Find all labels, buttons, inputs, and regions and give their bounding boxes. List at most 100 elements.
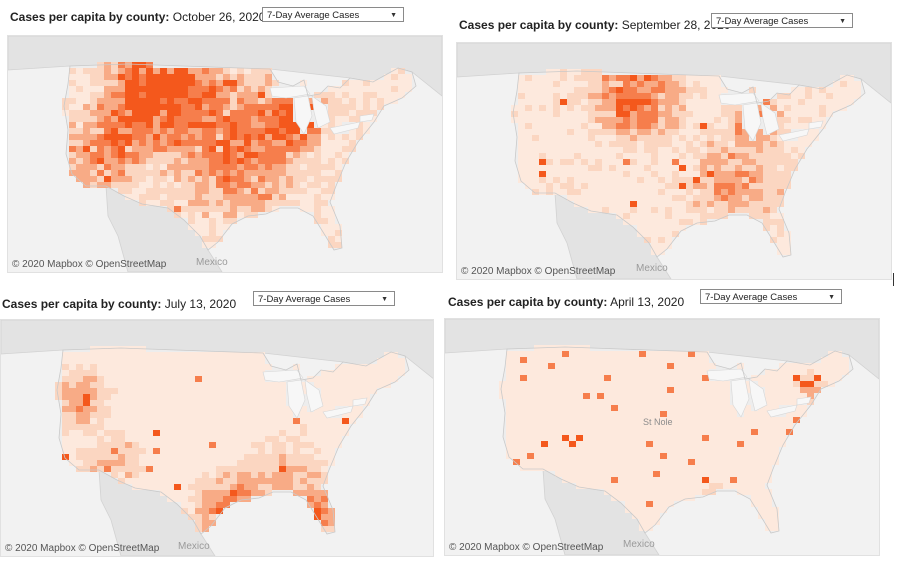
county-cell — [69, 358, 76, 364]
county-cell — [665, 123, 672, 129]
county-cell — [651, 123, 658, 129]
county-cell — [237, 206, 244, 212]
choropleth-map[interactable]: Mexico St Nole © 2020 Mapbox © OpenStree… — [444, 318, 880, 556]
county-cell — [209, 104, 216, 110]
county-cell — [265, 68, 272, 74]
county-cell — [237, 176, 244, 182]
great-lake — [311, 95, 331, 129]
us-county-map[interactable] — [1, 320, 433, 556]
county-cell — [83, 152, 90, 158]
county-cell — [132, 430, 139, 436]
county-cell — [597, 399, 604, 405]
county-cell — [574, 93, 581, 99]
county-cell — [132, 466, 139, 472]
county-cell — [581, 81, 588, 87]
county-cell — [356, 86, 363, 92]
county-cell — [237, 490, 244, 496]
county-cell — [174, 200, 181, 206]
map-attribution[interactable]: © 2020 Mapbox © OpenStreetMap — [461, 266, 616, 277]
county-cell — [90, 146, 97, 152]
measure-dropdown[interactable]: 7-Day Average Cases ▼ — [711, 13, 853, 28]
county-cell — [728, 129, 735, 135]
county-cell — [667, 405, 674, 411]
county-cell — [618, 471, 625, 477]
county-cell — [328, 436, 335, 442]
county-cell — [679, 189, 686, 195]
county-cell — [125, 98, 132, 104]
county-cell — [83, 436, 90, 442]
county-cell — [702, 369, 709, 375]
county-cell — [625, 429, 632, 435]
county-cell — [772, 417, 779, 423]
county-cell — [300, 454, 307, 460]
county-cell — [532, 123, 539, 129]
county-cell — [576, 345, 583, 351]
county-cell — [181, 418, 188, 424]
county-cell — [765, 435, 772, 441]
county-cell — [616, 177, 623, 183]
us-county-map[interactable] — [8, 36, 442, 272]
county-cell — [321, 436, 328, 442]
map-attribution[interactable]: © 2020 Mapbox © OpenStreetMap — [449, 542, 604, 553]
county-cell — [90, 370, 97, 376]
county-cell — [167, 394, 174, 400]
map-attribution[interactable]: © 2020 Mapbox © OpenStreetMap — [5, 543, 160, 554]
choropleth-map[interactable]: Mexico © 2020 Mapbox © OpenStreetMap — [456, 42, 892, 280]
county-cell — [209, 352, 216, 358]
measure-dropdown[interactable]: 7-Day Average Cases ▼ — [700, 289, 842, 304]
county-cell — [244, 484, 251, 490]
county-cell — [602, 195, 609, 201]
county-cell — [328, 110, 335, 116]
county-cell — [258, 358, 265, 364]
county-cell — [314, 164, 321, 170]
county-cell — [609, 111, 616, 117]
county-cell — [513, 369, 520, 375]
county-cell — [667, 495, 674, 501]
county-cell — [686, 135, 693, 141]
measure-dropdown[interactable]: 7-Day Average Cases ▼ — [262, 7, 404, 22]
county-cell — [132, 382, 139, 388]
county-cell — [695, 453, 702, 459]
county-cell — [644, 183, 651, 189]
county-cell — [527, 465, 534, 471]
county-cell — [756, 153, 763, 159]
us-county-map[interactable] — [457, 43, 891, 279]
county-cell — [335, 140, 342, 146]
county-cell — [693, 129, 700, 135]
county-cell — [90, 466, 97, 472]
county-cell — [335, 242, 342, 248]
county-cell — [700, 141, 707, 147]
county-cell — [597, 381, 604, 387]
county-cell — [777, 183, 784, 189]
county-cell — [597, 483, 604, 489]
choropleth-map[interactable]: Mexico © 2020 Mapbox © OpenStreetMap — [0, 319, 434, 557]
county-cell — [209, 182, 216, 188]
measure-dropdown[interactable]: 7-Day Average Cases ▼ — [253, 291, 395, 306]
map-attribution[interactable]: © 2020 Mapbox © OpenStreetMap — [12, 259, 167, 270]
county-cell — [784, 165, 791, 171]
county-cell — [328, 520, 335, 526]
county-cell — [349, 364, 356, 370]
us-county-map[interactable] — [445, 319, 879, 555]
county-cell — [667, 423, 674, 429]
county-cell — [723, 435, 730, 441]
county-cell — [118, 460, 125, 466]
county-cell — [181, 400, 188, 406]
county-cell — [779, 393, 786, 399]
county-cell — [602, 105, 609, 111]
county-cell — [167, 188, 174, 194]
county-cell — [784, 129, 791, 135]
choropleth-map[interactable]: Mexico © 2020 Mapbox © OpenStreetMap — [7, 35, 443, 273]
county-cell — [216, 206, 223, 212]
county-cell — [314, 424, 321, 430]
county-cell — [272, 200, 279, 206]
county-cell — [763, 171, 770, 177]
county-cell — [588, 165, 595, 171]
county-cell — [111, 388, 118, 394]
county-cell — [646, 375, 653, 381]
county-cell — [772, 399, 779, 405]
county-cell — [602, 135, 609, 141]
county-cell — [139, 388, 146, 394]
county-cell — [616, 207, 623, 213]
county-cell — [111, 80, 118, 86]
